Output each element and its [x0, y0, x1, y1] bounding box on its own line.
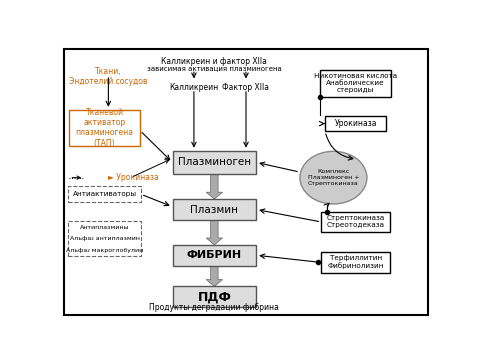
Text: ФИБРИН: ФИБРИН — [187, 250, 242, 260]
Text: ПДФ: ПДФ — [197, 290, 231, 303]
Bar — [172, 245, 256, 266]
FancyArrow shape — [206, 174, 223, 199]
Text: Ткани,
Эндотелий сосудов: Ткани, Эндотелий сосудов — [69, 67, 147, 86]
Bar — [68, 186, 141, 202]
Bar — [172, 287, 256, 307]
Text: Плазмин: Плазмин — [191, 204, 239, 215]
FancyArrow shape — [206, 220, 223, 245]
Bar — [321, 70, 391, 96]
Text: Антиплазмины

Альфа₂ антиплазмин

Альфа₂ макроглобулин: Антиплазмины Альфа₂ антиплазмин Альфа₂ м… — [66, 225, 143, 253]
Text: Антиактиваторы: Антиактиваторы — [72, 191, 137, 197]
Text: Терфиллитин
Фибринолизин: Терфиллитин Фибринолизин — [327, 255, 384, 269]
FancyArrow shape — [206, 266, 223, 287]
Text: Комплекс
Плазминоген +
Стрептокиназа: Комплекс Плазминоген + Стрептокиназа — [308, 169, 359, 186]
Bar — [321, 252, 390, 273]
Bar — [172, 199, 256, 220]
Text: Никотиновая кислота
Анаболические
стероиды: Никотиновая кислота Анаболические стерои… — [314, 73, 397, 93]
Text: Фактор XIIa: Фактор XIIa — [223, 84, 269, 93]
Bar — [172, 150, 256, 174]
Bar — [69, 110, 140, 146]
Text: Урокиназа: Урокиназа — [335, 119, 377, 128]
Text: ► Урокиназа: ► Урокиназа — [108, 173, 159, 182]
Bar — [325, 116, 386, 131]
Text: Калликреин и фактор XIIa: Калликреин и фактор XIIa — [161, 57, 267, 66]
Bar — [321, 212, 390, 233]
Ellipse shape — [300, 151, 367, 204]
Text: Стрептокиназа
Стреотодеказа: Стрептокиназа Стреотодеказа — [326, 216, 385, 229]
Bar — [68, 221, 141, 256]
Text: Тканевой
активатор
плазминогена
(ТАП): Тканевой активатор плазминогена (ТАП) — [76, 108, 133, 148]
Text: Калликреин: Калликреин — [169, 84, 218, 93]
Text: Плазминоген: Плазминоген — [178, 157, 251, 167]
Text: Продукты деградации фибрина: Продукты деградации фибрина — [149, 302, 279, 311]
Text: зависимая активация плазминогена: зависимая активация плазминогена — [147, 65, 282, 71]
